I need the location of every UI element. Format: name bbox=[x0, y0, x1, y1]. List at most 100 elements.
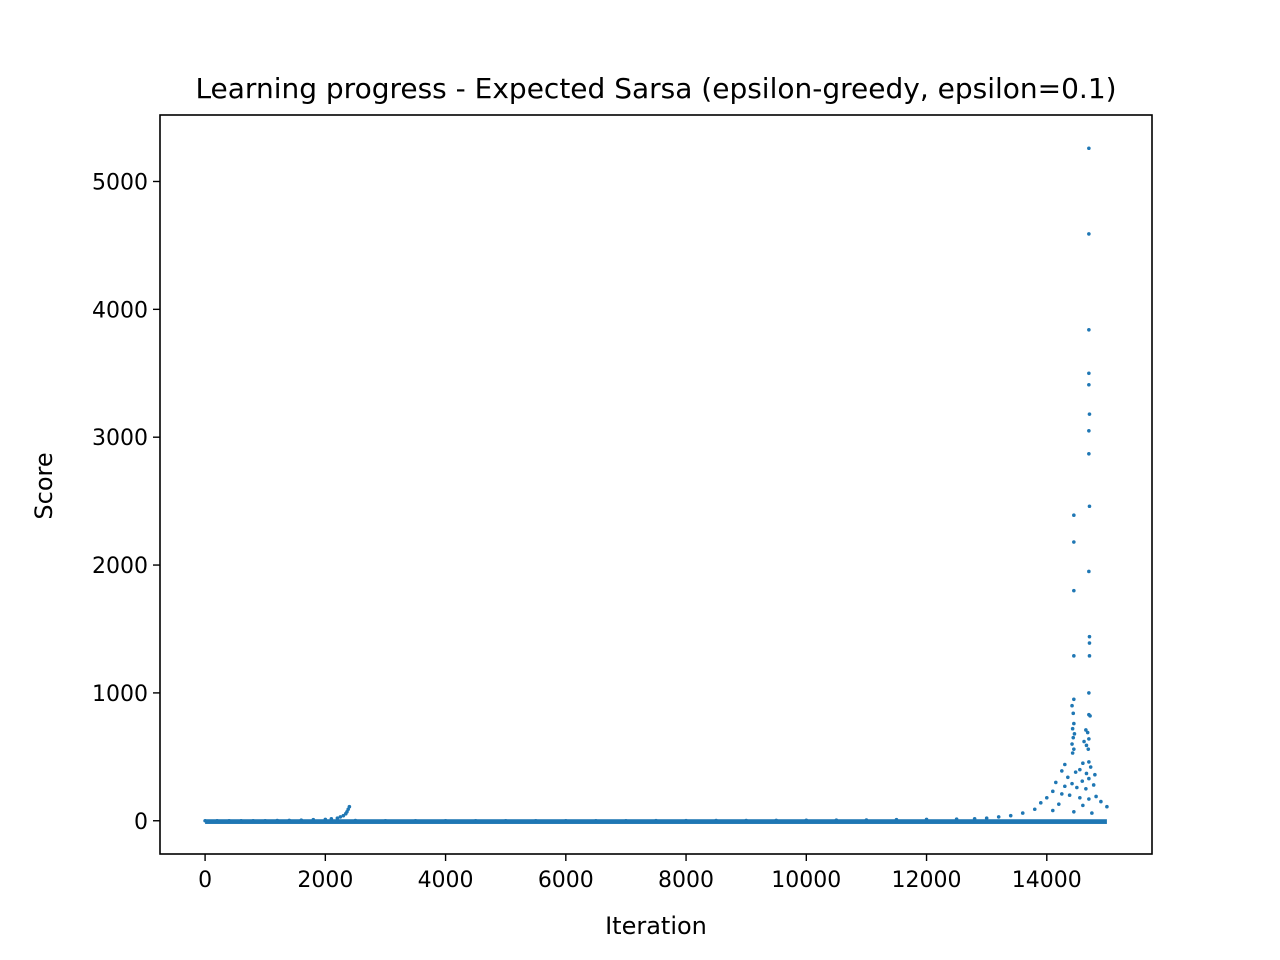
data-point bbox=[864, 818, 869, 822]
data-point bbox=[1087, 760, 1091, 764]
x-tick-label: 6000 bbox=[538, 868, 594, 893]
data-point bbox=[1078, 767, 1082, 772]
data-point bbox=[1044, 795, 1049, 800]
data-point bbox=[473, 818, 478, 823]
data-point bbox=[227, 818, 231, 823]
data-point bbox=[1054, 780, 1058, 785]
data-point bbox=[1063, 784, 1067, 789]
data-point bbox=[1087, 797, 1091, 801]
x-tick-label: 0 bbox=[198, 868, 212, 893]
data-point bbox=[954, 817, 959, 822]
data-point bbox=[1087, 328, 1091, 332]
data-point bbox=[714, 818, 718, 823]
y-axis-label: Score bbox=[30, 452, 58, 519]
data-point bbox=[1070, 726, 1075, 731]
data-point bbox=[1051, 808, 1055, 813]
data-point bbox=[1072, 513, 1076, 517]
y-tick-label: 2000 bbox=[92, 554, 148, 579]
data-point bbox=[1072, 810, 1076, 814]
data-point bbox=[1072, 654, 1076, 658]
data-point bbox=[1087, 634, 1092, 639]
y-axis: 0 1000 2000 3000 4000 5000 bbox=[92, 170, 160, 835]
data-point bbox=[984, 816, 989, 820]
data-point bbox=[1060, 769, 1064, 773]
data-point bbox=[1087, 382, 1091, 387]
data-point bbox=[1088, 714, 1092, 718]
plot-area bbox=[203, 146, 1109, 824]
x-axis: 0 2000 4000 6000 8000 10000 12000 14000 bbox=[198, 854, 1082, 893]
data-point bbox=[343, 811, 348, 816]
x-axis-label: Iteration bbox=[605, 912, 707, 940]
data-point bbox=[1072, 540, 1076, 544]
data-point bbox=[263, 818, 268, 823]
y-tick-label: 3000 bbox=[92, 426, 148, 451]
y-tick-label: 4000 bbox=[92, 298, 148, 323]
data-point bbox=[1072, 747, 1076, 751]
data-point bbox=[1093, 772, 1097, 777]
data-point bbox=[1057, 802, 1061, 806]
data-point bbox=[1072, 721, 1076, 726]
data-point bbox=[1087, 429, 1091, 433]
chart-title: Learning progress - Expected Sarsa (epsi… bbox=[195, 72, 1116, 105]
data-point bbox=[1086, 747, 1091, 751]
data-point bbox=[972, 817, 977, 821]
data-point bbox=[1008, 813, 1013, 818]
data-point bbox=[564, 818, 568, 823]
data-point bbox=[1075, 785, 1079, 790]
data-point bbox=[299, 818, 304, 822]
data-point bbox=[624, 818, 628, 823]
data-point bbox=[654, 818, 658, 823]
data-point bbox=[804, 818, 809, 823]
data-point bbox=[1081, 803, 1085, 808]
data-point bbox=[323, 817, 328, 822]
data-point bbox=[1070, 742, 1074, 746]
data-point bbox=[834, 818, 839, 822]
data-point bbox=[1087, 737, 1091, 741]
data-point bbox=[1087, 776, 1091, 781]
data-point bbox=[275, 818, 280, 823]
data-point bbox=[1088, 765, 1093, 769]
data-point bbox=[1087, 146, 1091, 151]
data-points bbox=[203, 146, 1109, 823]
data-point bbox=[1087, 654, 1092, 658]
data-point bbox=[1099, 799, 1103, 804]
x-tick-label: 14000 bbox=[1012, 868, 1082, 893]
data-point bbox=[1087, 232, 1091, 236]
data-point bbox=[443, 818, 448, 823]
data-point bbox=[684, 818, 688, 823]
data-point bbox=[239, 818, 243, 823]
data-point bbox=[1071, 735, 1076, 740]
data-point bbox=[251, 818, 255, 823]
data-point bbox=[924, 817, 929, 822]
data-point bbox=[1082, 739, 1086, 744]
data-point bbox=[996, 815, 1001, 819]
data-point bbox=[413, 818, 418, 823]
data-point bbox=[287, 818, 292, 823]
data-point bbox=[1066, 775, 1070, 780]
data-point bbox=[1038, 801, 1043, 805]
data-point bbox=[353, 818, 358, 823]
data-point bbox=[1081, 761, 1085, 766]
data-point bbox=[1094, 794, 1098, 799]
data-point bbox=[1084, 743, 1089, 748]
data-point bbox=[774, 818, 779, 823]
data-point bbox=[215, 818, 219, 823]
x-tick-label: 8000 bbox=[658, 868, 714, 893]
data-point bbox=[341, 813, 346, 818]
data-point bbox=[1084, 786, 1088, 791]
y-tick-label: 1000 bbox=[92, 682, 148, 707]
plot-frame bbox=[159, 114, 1153, 855]
data-point bbox=[1072, 697, 1076, 702]
data-point bbox=[329, 817, 334, 821]
data-point bbox=[1020, 811, 1025, 815]
x-tick-label: 10000 bbox=[771, 868, 841, 893]
data-point bbox=[1087, 569, 1091, 574]
data-point bbox=[1091, 783, 1096, 787]
x-tick-label: 2000 bbox=[297, 868, 353, 893]
data-point bbox=[533, 818, 538, 823]
data-point bbox=[1087, 641, 1092, 645]
data-point bbox=[1078, 795, 1082, 800]
data-point bbox=[1087, 504, 1092, 509]
